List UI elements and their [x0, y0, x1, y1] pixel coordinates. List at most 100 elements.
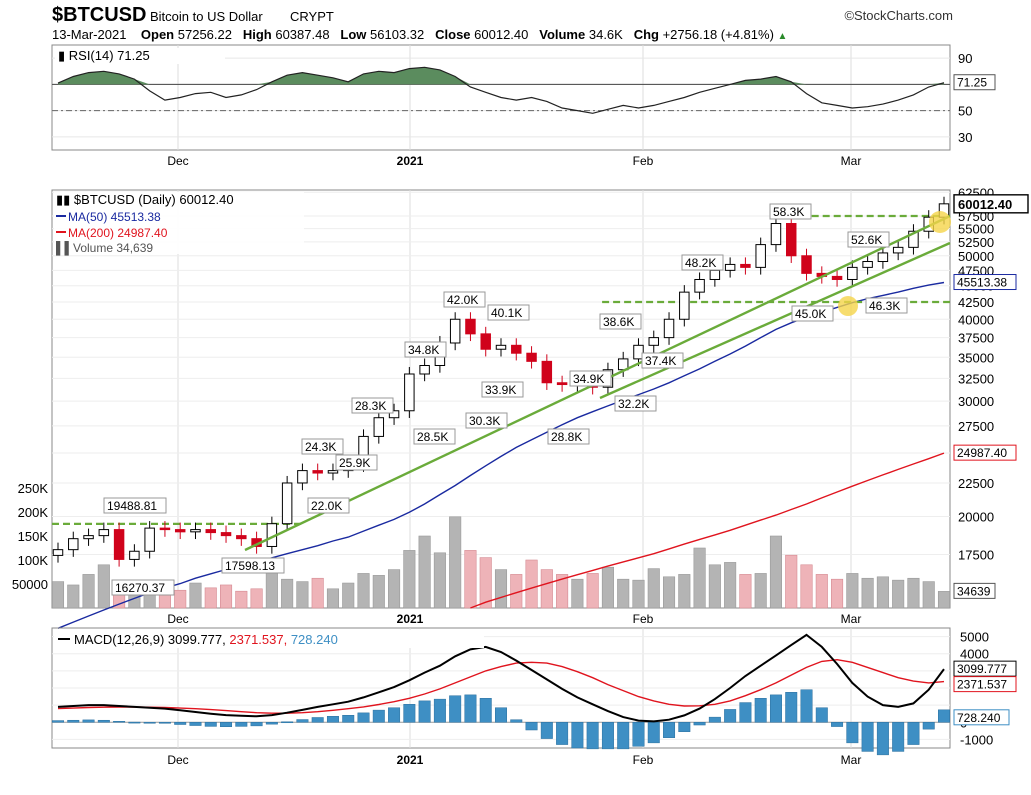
- volume-bar: [739, 574, 752, 609]
- volume-bar: [708, 564, 721, 609]
- candle-body: [847, 266, 858, 280]
- candle-body: [174, 529, 186, 533]
- volume-bar: [494, 569, 508, 609]
- price-xtick-Mar: Mar: [841, 612, 862, 626]
- price-annotation-box: [351, 397, 394, 414]
- macd-histogram-bar: [586, 722, 599, 750]
- macd-histogram-bar: [433, 698, 446, 723]
- volume-bar: [586, 573, 599, 609]
- candle-body: [541, 360, 553, 384]
- candle-body: [480, 333, 491, 350]
- candle-body: [205, 529, 216, 534]
- macd-histogram-bar: [204, 722, 217, 727]
- macd-histogram-bar: [831, 722, 844, 727]
- candle-body: [770, 223, 782, 246]
- low-label: Low: [340, 27, 367, 42]
- highlight-circle: [838, 296, 858, 316]
- price-ytick: 35000: [958, 350, 994, 365]
- price-annotation-box: [465, 412, 508, 429]
- price-annotation: 24.3K: [305, 440, 336, 454]
- price-annotation: 48.2K: [685, 256, 716, 270]
- candle-body: [633, 344, 644, 360]
- volume-bar: [464, 550, 477, 609]
- macd-histogram-bar: [449, 695, 462, 723]
- volume-ytick: 150K: [18, 529, 49, 544]
- candle-body: [68, 538, 79, 551]
- price-annotation-box: [547, 428, 590, 445]
- volume-bar: [678, 574, 691, 609]
- macd-legend-histogram: 728.240: [291, 632, 338, 647]
- volume-bar: [769, 535, 783, 609]
- price-annotation-box: [847, 231, 890, 248]
- candle-body: [419, 365, 430, 375]
- candle-body: [679, 291, 690, 320]
- volume-label: Volume: [539, 27, 586, 42]
- candle-body: [694, 278, 705, 293]
- macd-histogram-bar: [525, 722, 538, 731]
- histogram-tag: 728.240: [957, 711, 1001, 725]
- ma200-line: [470, 452, 945, 609]
- volume-bar: [67, 584, 80, 609]
- macd-ytick: -1000: [960, 732, 993, 747]
- rsi-legend: ▮ RSI(14) 71.25: [58, 48, 150, 63]
- price-legend: ▮▮ $BTCUSD (Daily) 60012.40: [56, 192, 234, 207]
- price-annotation: 22.0K: [311, 499, 342, 513]
- macd-xtick-Mar: Mar: [841, 753, 862, 767]
- volume-bar: [311, 577, 324, 609]
- ma50-legend: MA(50) 45513.38: [68, 210, 161, 224]
- candle-body: [236, 535, 247, 540]
- macd-histogram-bar: [556, 722, 569, 745]
- ma200-legend: MA(200) 24987.40: [68, 226, 168, 240]
- price-annotation: 38.6K: [603, 315, 634, 329]
- rsi-xtick-Feb: Feb: [633, 154, 654, 168]
- highlight-circle: [929, 211, 951, 233]
- volume-bar: [601, 566, 614, 609]
- volume-bar: [372, 575, 385, 609]
- volume-bar: [281, 578, 294, 609]
- macd-tag: 3099.777: [957, 662, 1007, 676]
- price-annotation-box: [599, 313, 642, 330]
- macd-histogram-bar: [388, 707, 401, 723]
- volume-bar: [326, 588, 340, 609]
- macd-histogram-bar: [510, 719, 523, 723]
- macd-xtick-2021: 2021: [397, 753, 424, 767]
- volume-bar: [846, 573, 859, 609]
- close-label: Close: [435, 27, 471, 42]
- volume-bar: [479, 557, 492, 609]
- macd-histogram-bar: [815, 707, 828, 723]
- candle-body: [281, 482, 293, 525]
- macd-histogram-bar: [479, 698, 492, 723]
- volume-bar: [82, 574, 95, 609]
- ma50-tag-box: [953, 274, 1017, 291]
- volume-bar: [250, 588, 263, 609]
- volume-bar: [174, 589, 187, 609]
- candle-body: [892, 246, 904, 254]
- volume-bar: [189, 582, 202, 609]
- candle-body: [98, 529, 110, 537]
- chg-label: Chg: [633, 27, 659, 42]
- volume-bar: [831, 578, 844, 609]
- price-annotation-box: [443, 291, 486, 308]
- candle-body: [388, 410, 400, 419]
- price-ytick: 32500: [958, 371, 994, 386]
- candle-body: [831, 275, 843, 280]
- candle-body: [465, 318, 476, 335]
- macd-legend-signal: 2371.537,: [229, 632, 290, 647]
- candle-body: [83, 535, 94, 540]
- candle-body: [113, 529, 125, 560]
- quote-date: 13-Mar-2021: [52, 27, 127, 42]
- rsi-xtick-Mar: Mar: [841, 154, 862, 168]
- macd-ytick: 4000: [960, 647, 989, 662]
- macd-histogram-bar: [571, 722, 584, 749]
- candle-body: [495, 344, 507, 350]
- price-annotation-box: [335, 454, 378, 471]
- macd-histogram-bar: [128, 721, 141, 724]
- candle-body: [648, 337, 659, 346]
- volume-bar: [754, 573, 767, 609]
- candle-body: [526, 352, 537, 362]
- instrument-name: Bitcoin to US Dollar: [150, 9, 263, 24]
- volume-bar: [449, 516, 462, 609]
- open-value: 57256.22: [177, 27, 232, 42]
- macd-histogram-bar: [418, 700, 431, 723]
- stockcharts-logo[interactable]: ©StockCharts.com: [844, 8, 953, 23]
